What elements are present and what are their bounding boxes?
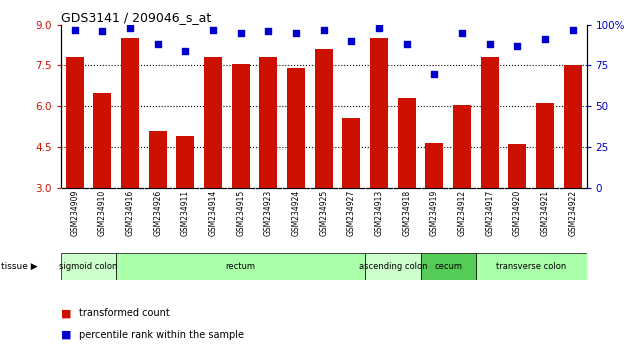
Text: GSM234912: GSM234912 bbox=[458, 189, 467, 236]
Text: GSM234918: GSM234918 bbox=[402, 189, 411, 236]
Text: ascending colon: ascending colon bbox=[358, 262, 427, 271]
Text: GSM234923: GSM234923 bbox=[264, 189, 273, 236]
Bar bbox=[426, 143, 444, 269]
Bar bbox=[536, 103, 554, 269]
Bar bbox=[61, 253, 116, 280]
Bar bbox=[176, 136, 194, 269]
Point bbox=[457, 30, 467, 36]
Text: GSM234925: GSM234925 bbox=[319, 189, 328, 236]
Bar bbox=[476, 253, 587, 280]
Point bbox=[97, 28, 108, 34]
Bar bbox=[66, 57, 84, 269]
Text: GSM234916: GSM234916 bbox=[126, 189, 135, 236]
Bar bbox=[232, 64, 250, 269]
Text: GSM234914: GSM234914 bbox=[208, 189, 217, 236]
Bar bbox=[149, 131, 167, 269]
Bar bbox=[287, 68, 305, 269]
Bar bbox=[342, 119, 360, 269]
Text: sigmoid colon: sigmoid colon bbox=[60, 262, 118, 271]
Bar bbox=[204, 57, 222, 269]
Point bbox=[153, 41, 163, 47]
Text: GSM234920: GSM234920 bbox=[513, 189, 522, 236]
Bar bbox=[563, 65, 581, 269]
Text: percentile rank within the sample: percentile rank within the sample bbox=[79, 330, 244, 339]
Text: ■: ■ bbox=[61, 330, 71, 339]
Bar bbox=[370, 38, 388, 269]
Point bbox=[374, 25, 384, 31]
Point bbox=[540, 36, 550, 42]
Text: GSM234913: GSM234913 bbox=[374, 189, 383, 236]
Point bbox=[208, 27, 218, 33]
Text: GSM234926: GSM234926 bbox=[153, 189, 162, 236]
Point bbox=[429, 71, 440, 76]
Bar bbox=[508, 144, 526, 269]
Bar bbox=[116, 253, 365, 280]
Text: GSM234922: GSM234922 bbox=[568, 189, 577, 236]
Text: GSM234911: GSM234911 bbox=[181, 189, 190, 236]
Point bbox=[291, 30, 301, 36]
Text: GSM234927: GSM234927 bbox=[347, 189, 356, 236]
Text: rectum: rectum bbox=[226, 262, 256, 271]
Text: GSM234915: GSM234915 bbox=[237, 189, 246, 236]
Text: GSM234924: GSM234924 bbox=[292, 189, 301, 236]
Text: GSM234910: GSM234910 bbox=[98, 189, 107, 236]
Text: ■: ■ bbox=[61, 308, 71, 318]
Point bbox=[263, 28, 274, 34]
Bar bbox=[397, 98, 415, 269]
Text: GSM234921: GSM234921 bbox=[540, 189, 549, 236]
Point bbox=[319, 27, 329, 33]
Bar bbox=[453, 105, 471, 269]
Bar bbox=[365, 253, 420, 280]
Text: GSM234917: GSM234917 bbox=[485, 189, 494, 236]
Point bbox=[567, 27, 578, 33]
Point bbox=[70, 27, 80, 33]
Point bbox=[512, 43, 522, 49]
Bar bbox=[260, 57, 278, 269]
Point bbox=[346, 38, 356, 44]
Text: tissue ▶: tissue ▶ bbox=[1, 262, 37, 271]
Bar bbox=[121, 38, 139, 269]
Text: cecum: cecum bbox=[434, 262, 462, 271]
Bar bbox=[315, 49, 333, 269]
Point bbox=[485, 41, 495, 47]
Text: transformed count: transformed count bbox=[79, 308, 170, 318]
Text: GSM234919: GSM234919 bbox=[430, 189, 439, 236]
Bar bbox=[420, 253, 476, 280]
Text: GSM234909: GSM234909 bbox=[71, 189, 79, 236]
Text: GDS3141 / 209046_s_at: GDS3141 / 209046_s_at bbox=[61, 11, 211, 24]
Point bbox=[236, 30, 246, 36]
Bar bbox=[481, 57, 499, 269]
Point bbox=[401, 41, 412, 47]
Point bbox=[125, 25, 135, 31]
Text: transverse colon: transverse colon bbox=[496, 262, 566, 271]
Bar bbox=[94, 93, 112, 269]
Point bbox=[180, 48, 190, 54]
